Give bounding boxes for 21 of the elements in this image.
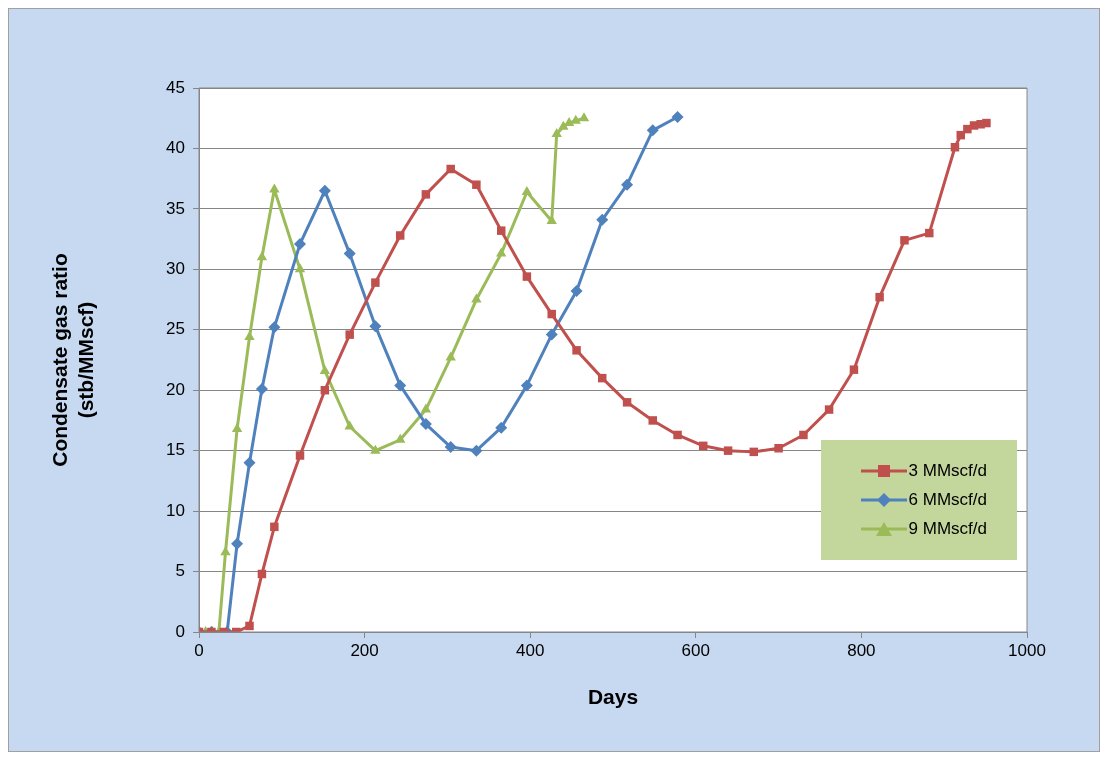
legend-label: 3 MMscf/d bbox=[908, 461, 987, 481]
y-tick-label: 30 bbox=[166, 259, 185, 279]
x-tick-label: 400 bbox=[516, 640, 545, 660]
x-axis-title: Days bbox=[587, 685, 639, 709]
legend-label: 6 MMscf/d bbox=[908, 490, 987, 510]
x-tick-label: 800 bbox=[847, 640, 876, 660]
y-tick-label: 40 bbox=[166, 138, 185, 158]
x-tick-label: 200 bbox=[350, 640, 379, 660]
y-tick-label: 45 bbox=[166, 77, 185, 97]
y-tick-label: 5 bbox=[175, 561, 185, 581]
x-tick-label: 0 bbox=[194, 640, 204, 660]
y-tick-label: 20 bbox=[166, 379, 185, 399]
y-axis-title: Condensate gas ratio (stb/MMscf) bbox=[48, 253, 97, 467]
y-tick-label: 15 bbox=[166, 440, 185, 460]
x-tick-label: 1000 bbox=[1008, 640, 1046, 660]
x-tick-label: 600 bbox=[681, 640, 710, 660]
y-tick-label: 0 bbox=[175, 621, 185, 641]
legend-label: 9 MMscf/d bbox=[908, 519, 987, 539]
y-tick-label: 10 bbox=[166, 500, 185, 520]
y-tick-label: 25 bbox=[166, 319, 185, 339]
y-tick-label: 35 bbox=[166, 198, 185, 218]
